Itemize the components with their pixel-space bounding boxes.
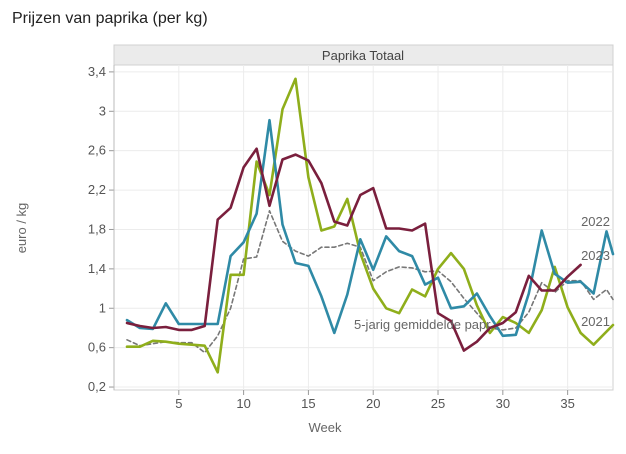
series-label-2021: 2021: [581, 314, 610, 329]
page-title: Prijzen van paprika (per kg): [12, 10, 208, 27]
x-tick-label: 15: [301, 396, 315, 411]
gridlines: [114, 65, 613, 390]
x-tick-label: 20: [366, 396, 380, 411]
y-tick-label: 3: [99, 103, 106, 118]
series-label-2023: 2023: [581, 248, 610, 263]
panel-title: Paprika Totaal: [322, 48, 404, 63]
y-tick-label: 3,4: [88, 64, 106, 79]
series-lines: [125, 77, 615, 374]
y-axis-title: euro / kg: [14, 203, 29, 254]
x-axis: 5 10 15 20 25 30 35: [175, 390, 575, 411]
x-tick-label: 35: [560, 396, 574, 411]
series-line-2023: [125, 147, 582, 352]
series-line-2021: [125, 77, 615, 374]
x-tick-label: 5: [175, 396, 182, 411]
series-label-5-jarig-gemiddelde: 5-jarig gemiddelde papr...: [354, 317, 501, 332]
y-tick-label: 1: [99, 300, 106, 315]
series-line-5-jarig-gemiddelde: [126, 210, 614, 354]
plot-area: [113, 64, 614, 391]
series-label-2022: 2022: [581, 214, 610, 229]
series-line-2022: [125, 118, 615, 338]
series-labels: 2022 2023 2021 5-jarig gemiddelde papr...: [354, 214, 610, 332]
x-tick-label: 25: [431, 396, 445, 411]
x-axis-title: Week: [309, 420, 342, 435]
x-tick-label: 10: [236, 396, 250, 411]
y-tick-label: 1,8: [88, 221, 106, 236]
y-axis: 0,2 0,6 1 1,4 1,8 2,2 2,6 3 3,4: [88, 64, 115, 394]
y-tick-label: 0,6: [88, 340, 106, 355]
y-tick-label: 0,2: [88, 379, 106, 394]
y-tick-label: 1,4: [88, 261, 106, 276]
y-tick-label: 2,6: [88, 143, 106, 158]
x-tick-label: 30: [496, 396, 510, 411]
y-tick-label: 2,2: [88, 182, 106, 197]
